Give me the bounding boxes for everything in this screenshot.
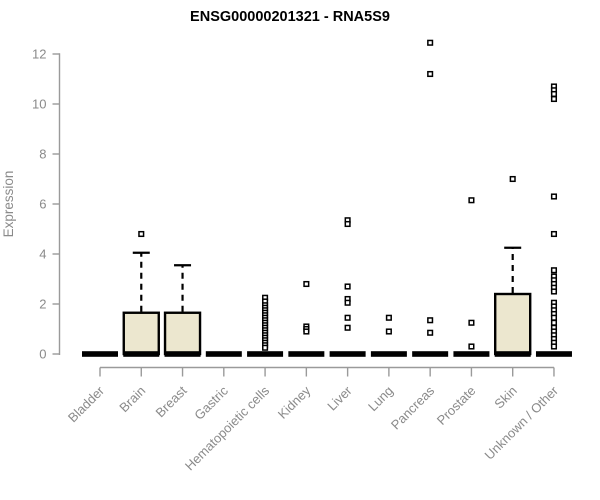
- y-tick-label: 8: [39, 147, 46, 162]
- box-group-prostate: [453, 197, 490, 357]
- outlier-point: [550, 288, 558, 295]
- median-bar: [494, 351, 531, 357]
- outlier-point: [550, 267, 558, 274]
- outlier-point: [344, 220, 351, 228]
- median-bar: [123, 351, 160, 357]
- plot-area: [82, 39, 572, 357]
- median-bar: [535, 351, 572, 357]
- x-tick-label: Gastric: [191, 383, 231, 423]
- box-group-breast: [163, 264, 202, 357]
- box-group-hematopoietic-cells: [247, 294, 284, 357]
- x-tick-label: Prostate: [434, 383, 479, 428]
- median-bar: [412, 351, 449, 357]
- x-tick-label: Brain: [116, 383, 148, 415]
- box-group-lung: [370, 314, 407, 357]
- median-bar: [247, 351, 284, 357]
- outlier-point: [344, 299, 351, 306]
- x-tick-label: Skin: [491, 383, 519, 411]
- y-tick-label: 4: [39, 247, 46, 262]
- y-axis-label: Expression: [1, 171, 16, 238]
- box-group-kidney: [288, 280, 325, 357]
- y-tick-label: 10: [32, 97, 46, 112]
- median-bar: [453, 351, 490, 357]
- y-tick-label: 12: [32, 47, 46, 62]
- x-tick-label: Liver: [324, 383, 355, 414]
- outlier-point: [303, 328, 310, 335]
- outlier-point: [344, 324, 351, 331]
- outlier-point: [550, 193, 558, 200]
- outlier-point: [550, 343, 558, 350]
- x-tick-label: Pancreas: [388, 383, 438, 433]
- box: [494, 292, 532, 356]
- median-bar: [164, 351, 201, 357]
- outlier-point: [550, 95, 558, 103]
- outlier-point: [468, 343, 475, 350]
- outlier-point: [427, 70, 434, 78]
- box: [163, 311, 202, 356]
- x-tick-label: Bladder: [65, 383, 108, 426]
- x-tick-label: Unknown / Other: [482, 383, 562, 463]
- outlier-point: [303, 280, 310, 288]
- outlier-point: [344, 314, 351, 321]
- outlier-point: [468, 319, 475, 326]
- box-group-unknown-other: [535, 83, 572, 357]
- outlier-point: [427, 39, 434, 46]
- outlier-point: [427, 317, 434, 324]
- outlier-point: [550, 90, 558, 98]
- median-bar: [329, 351, 366, 357]
- outlier-point: [344, 283, 351, 290]
- median-bar: [288, 351, 325, 357]
- median-bar: [205, 351, 242, 357]
- outlier-point: [550, 230, 558, 238]
- box-group-skin: [494, 175, 532, 357]
- box-group-liver: [329, 217, 366, 357]
- outlier-point: [468, 197, 475, 204]
- x-tick-label: Breast: [152, 383, 189, 420]
- x-tick-label: Kidney: [275, 383, 314, 422]
- box-group-pancreas: [412, 39, 449, 357]
- median-bar: [82, 351, 118, 357]
- y-tick-label: 6: [39, 197, 46, 212]
- box: [122, 311, 160, 356]
- outlier-point: [427, 329, 434, 336]
- x-tick-label: Lung: [365, 383, 396, 414]
- y-tick-label: 2: [39, 297, 46, 312]
- outlier-point: [550, 314, 558, 321]
- chart-title: ENSG00000201321 - RNA5S9: [190, 9, 390, 25]
- outlier-point: [509, 175, 516, 183]
- y-tick-label: 0: [39, 347, 46, 362]
- box-group-gastric: [205, 351, 242, 357]
- outlier-point: [550, 319, 558, 326]
- median-bar: [370, 351, 407, 357]
- outlier-point: [138, 230, 145, 238]
- outlier-point: [385, 314, 392, 321]
- box-group-brain: [122, 230, 160, 357]
- box-group-bladder: [82, 351, 118, 357]
- outlier-point: [385, 328, 392, 335]
- outlier-point: [262, 344, 269, 351]
